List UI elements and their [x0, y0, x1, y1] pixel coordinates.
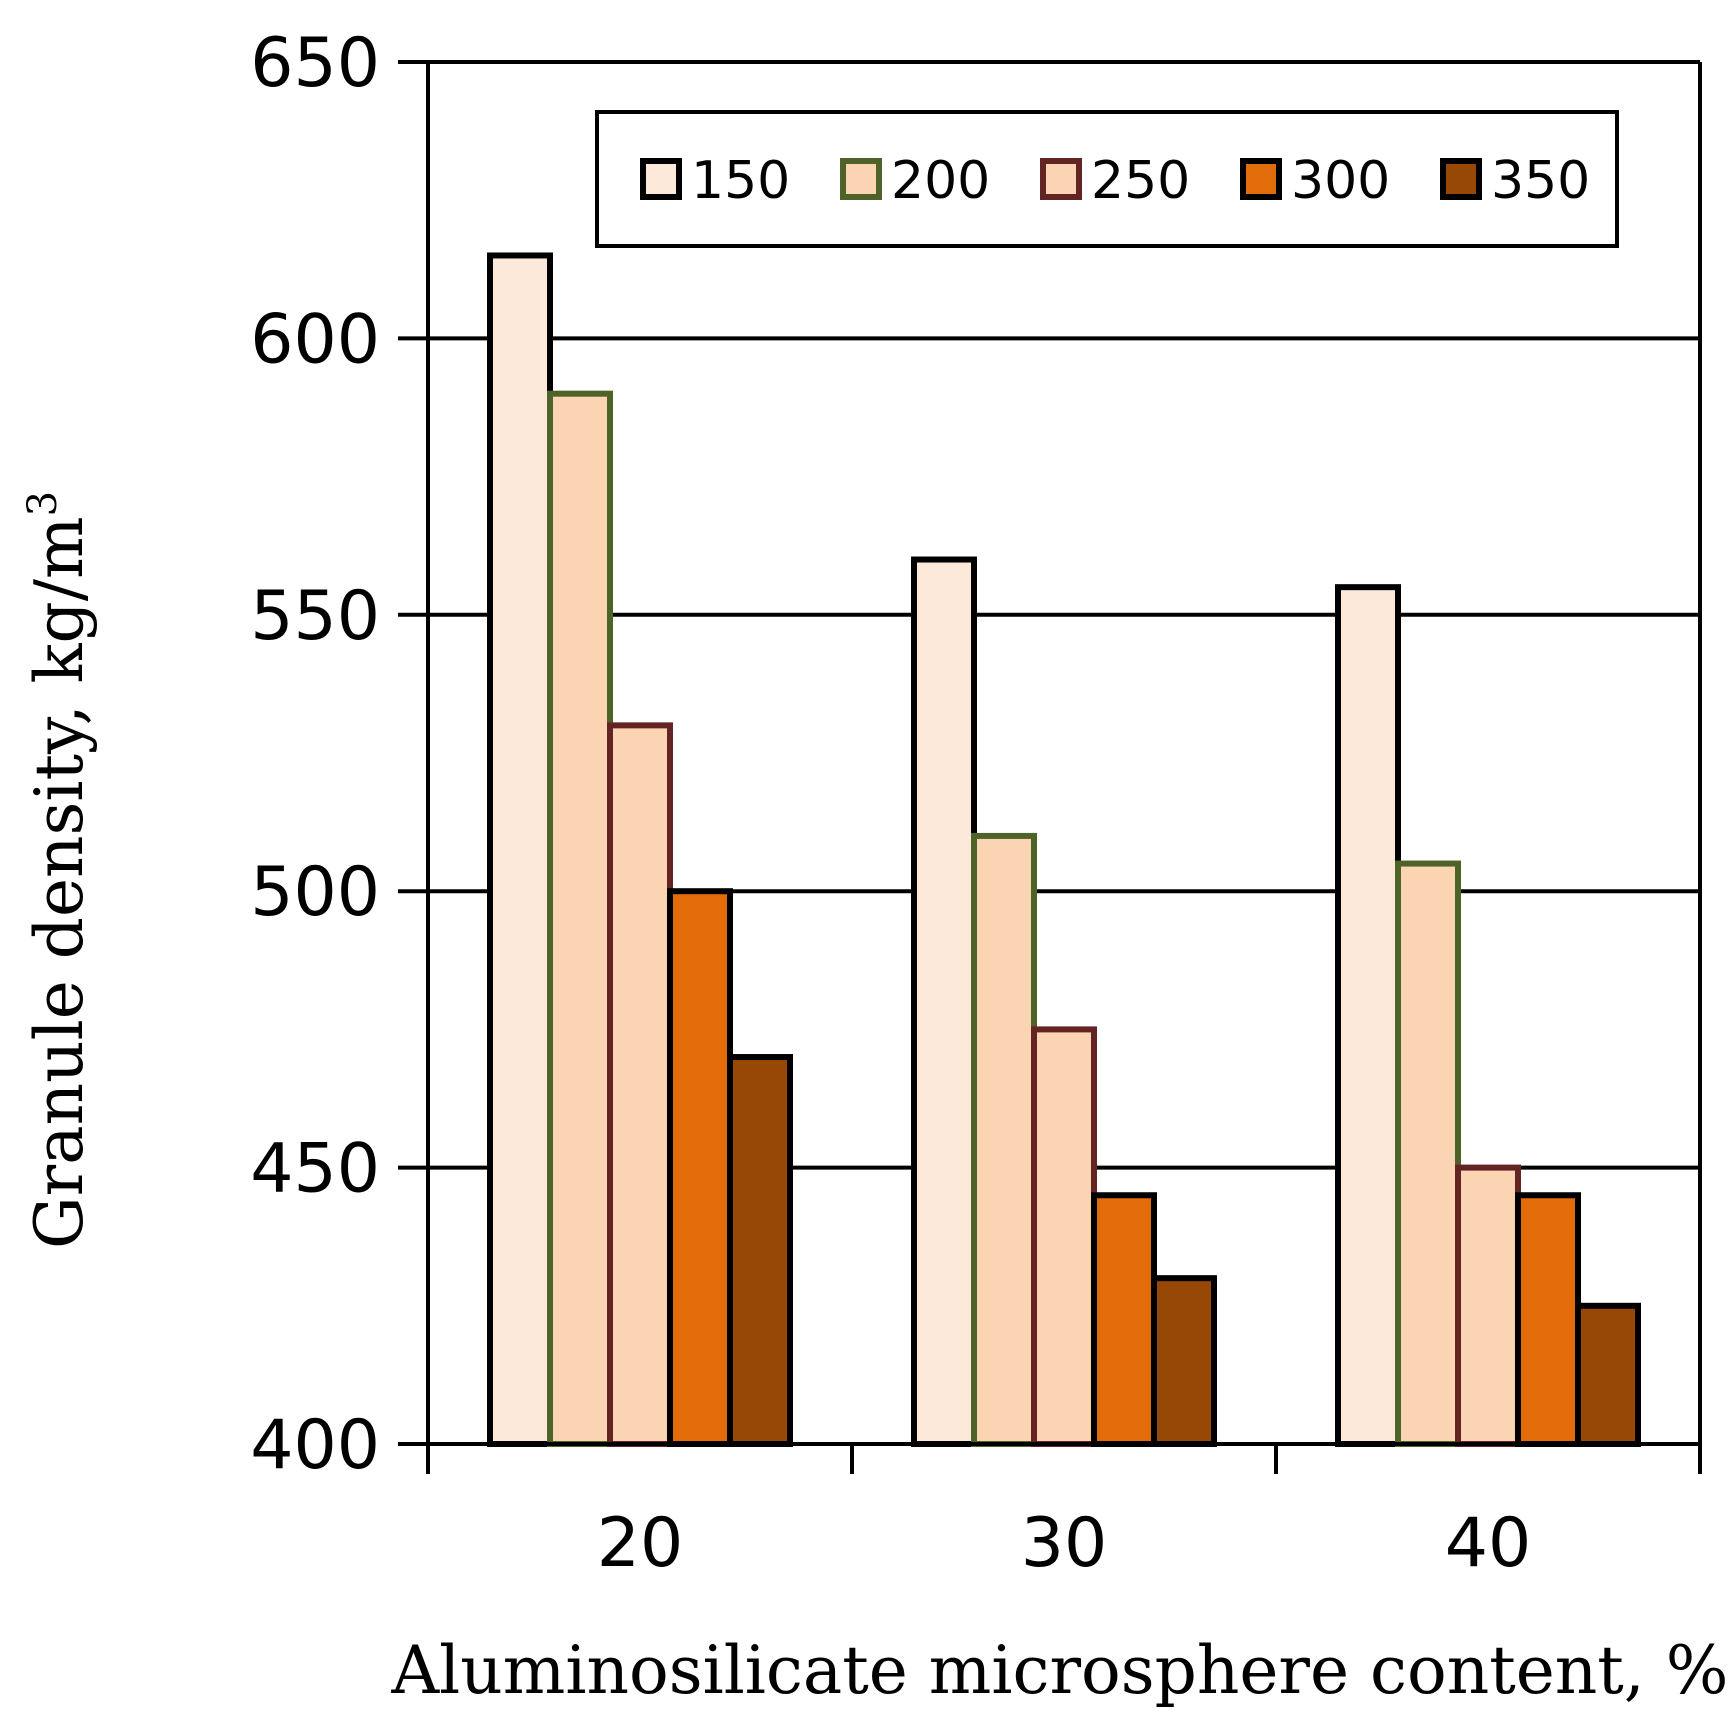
bar-350-20: [727, 1054, 793, 1448]
legend-swatch-150: [640, 158, 682, 200]
y-tick-label-550: 550: [250, 577, 380, 656]
legend-label-350: 350: [1491, 151, 1590, 211]
bar-150-30: [911, 556, 977, 1447]
bar-300-20: [667, 888, 733, 1447]
bar-200-40: [1395, 860, 1461, 1447]
y-tick-label-500: 500: [250, 853, 380, 932]
bar-250-40: [1455, 1164, 1521, 1447]
legend: 150 200 250 300 350: [595, 110, 1619, 248]
y-axis-title-text: Granule density, kg/m: [21, 516, 98, 1249]
bar-150-40: [1335, 584, 1401, 1447]
bar-350-30: [1151, 1275, 1217, 1448]
y-axis-title: Granule density, kg/m3: [20, 491, 98, 1249]
x-tick-label-20: 20: [597, 1504, 684, 1583]
y-tick-label-450: 450: [250, 1130, 380, 1209]
legend-label-200: 200: [891, 151, 990, 211]
legend-label-250: 250: [1091, 151, 1190, 211]
bar-250-30: [1031, 1026, 1097, 1448]
bar-350-40: [1575, 1302, 1641, 1448]
y-tick-label-400: 400: [250, 1406, 380, 1485]
bar-300-40: [1515, 1192, 1581, 1447]
bar-200-30: [971, 832, 1037, 1447]
legend-swatch-200: [840, 158, 882, 200]
legend-label-150: 150: [691, 151, 790, 211]
x-axis-title: Aluminosilicate microsphere content, %: [391, 1632, 1729, 1709]
legend-swatch-350: [1440, 158, 1482, 200]
bar-150-20: [487, 252, 553, 1448]
x-tick-label-40: 40: [1445, 1504, 1532, 1583]
legend-swatch-250: [1040, 158, 1082, 200]
y-tick-label-600: 600: [250, 300, 380, 379]
legend-label-300: 300: [1291, 151, 1390, 211]
y-tick-label-650: 650: [250, 24, 380, 103]
bar-250-20: [607, 722, 673, 1447]
y-axis-title-superscript: 3: [20, 491, 66, 516]
bars: [487, 252, 1641, 1448]
x-tick-label-30: 30: [1021, 1504, 1108, 1583]
axes: 400 450 500 550 600 650 20 30 40: [250, 24, 1702, 1583]
bar-300-30: [1091, 1192, 1157, 1447]
legend-swatch-300: [1240, 158, 1282, 200]
bar-200-20: [547, 390, 613, 1447]
